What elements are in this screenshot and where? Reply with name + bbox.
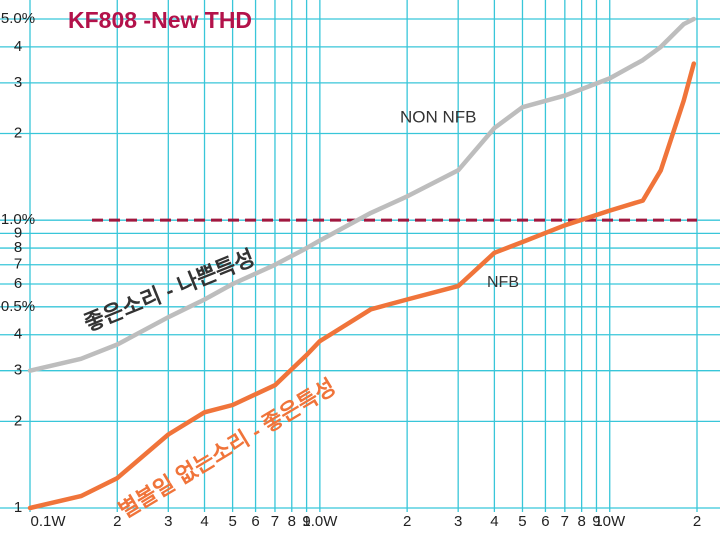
x-tick-label: 6 <box>251 513 259 530</box>
x-tick-label: 8 <box>288 513 296 530</box>
y-tick-label: 2 <box>14 125 22 142</box>
y-tick-label: 7 <box>14 256 22 273</box>
x-tick-label: 9 <box>302 513 310 530</box>
y-tick-label: 3 <box>14 74 22 91</box>
x-tick-label: 3 <box>164 513 172 530</box>
x-tick-label: 8 <box>577 513 585 530</box>
x-tick-label: 3 <box>454 513 462 530</box>
grid <box>0 0 720 512</box>
y-tick-label: 1 <box>14 499 22 516</box>
y-tick-label: 6 <box>14 275 22 292</box>
x-tick-label: 7 <box>271 513 279 530</box>
y-tick-label: 4 <box>14 326 22 343</box>
x-tick-label: 5 <box>518 513 526 530</box>
y-tick-label: 8 <box>14 239 22 256</box>
y-tick-label: 4 <box>14 38 22 55</box>
x-tick-label: 9 <box>592 513 600 530</box>
y-tick-label: 5.0% <box>1 10 35 27</box>
y-tick-label: 2 <box>14 412 22 429</box>
x-tick-label: 10W <box>594 513 626 530</box>
x-tick-label: 5 <box>228 513 236 530</box>
x-tick-label: 2 <box>113 513 121 530</box>
x-tick-label: 0.1W <box>30 513 66 530</box>
x-tick-label: 6 <box>541 513 549 530</box>
x-tick-label: 2 <box>693 513 701 530</box>
y-tick-label: 9 <box>14 224 22 241</box>
y-tick-label: 1.0% <box>1 211 35 228</box>
y-tick-label: 3 <box>14 362 22 379</box>
x-tick-label: 2 <box>403 513 411 530</box>
x-tick-label: 4 <box>490 513 498 530</box>
chart-title: KF808 -New THD <box>68 7 252 33</box>
x-tick-label: 4 <box>200 513 208 530</box>
series-label: NFB <box>487 274 519 291</box>
x-tick-label: 7 <box>561 513 569 530</box>
series-line <box>27 16 697 373</box>
series-line <box>27 61 697 511</box>
x-tick-label: 1.0W <box>302 513 338 530</box>
y-tick-label: 0.5% <box>1 298 35 315</box>
series-label: NON NFB <box>400 107 477 126</box>
marks <box>27 16 697 511</box>
